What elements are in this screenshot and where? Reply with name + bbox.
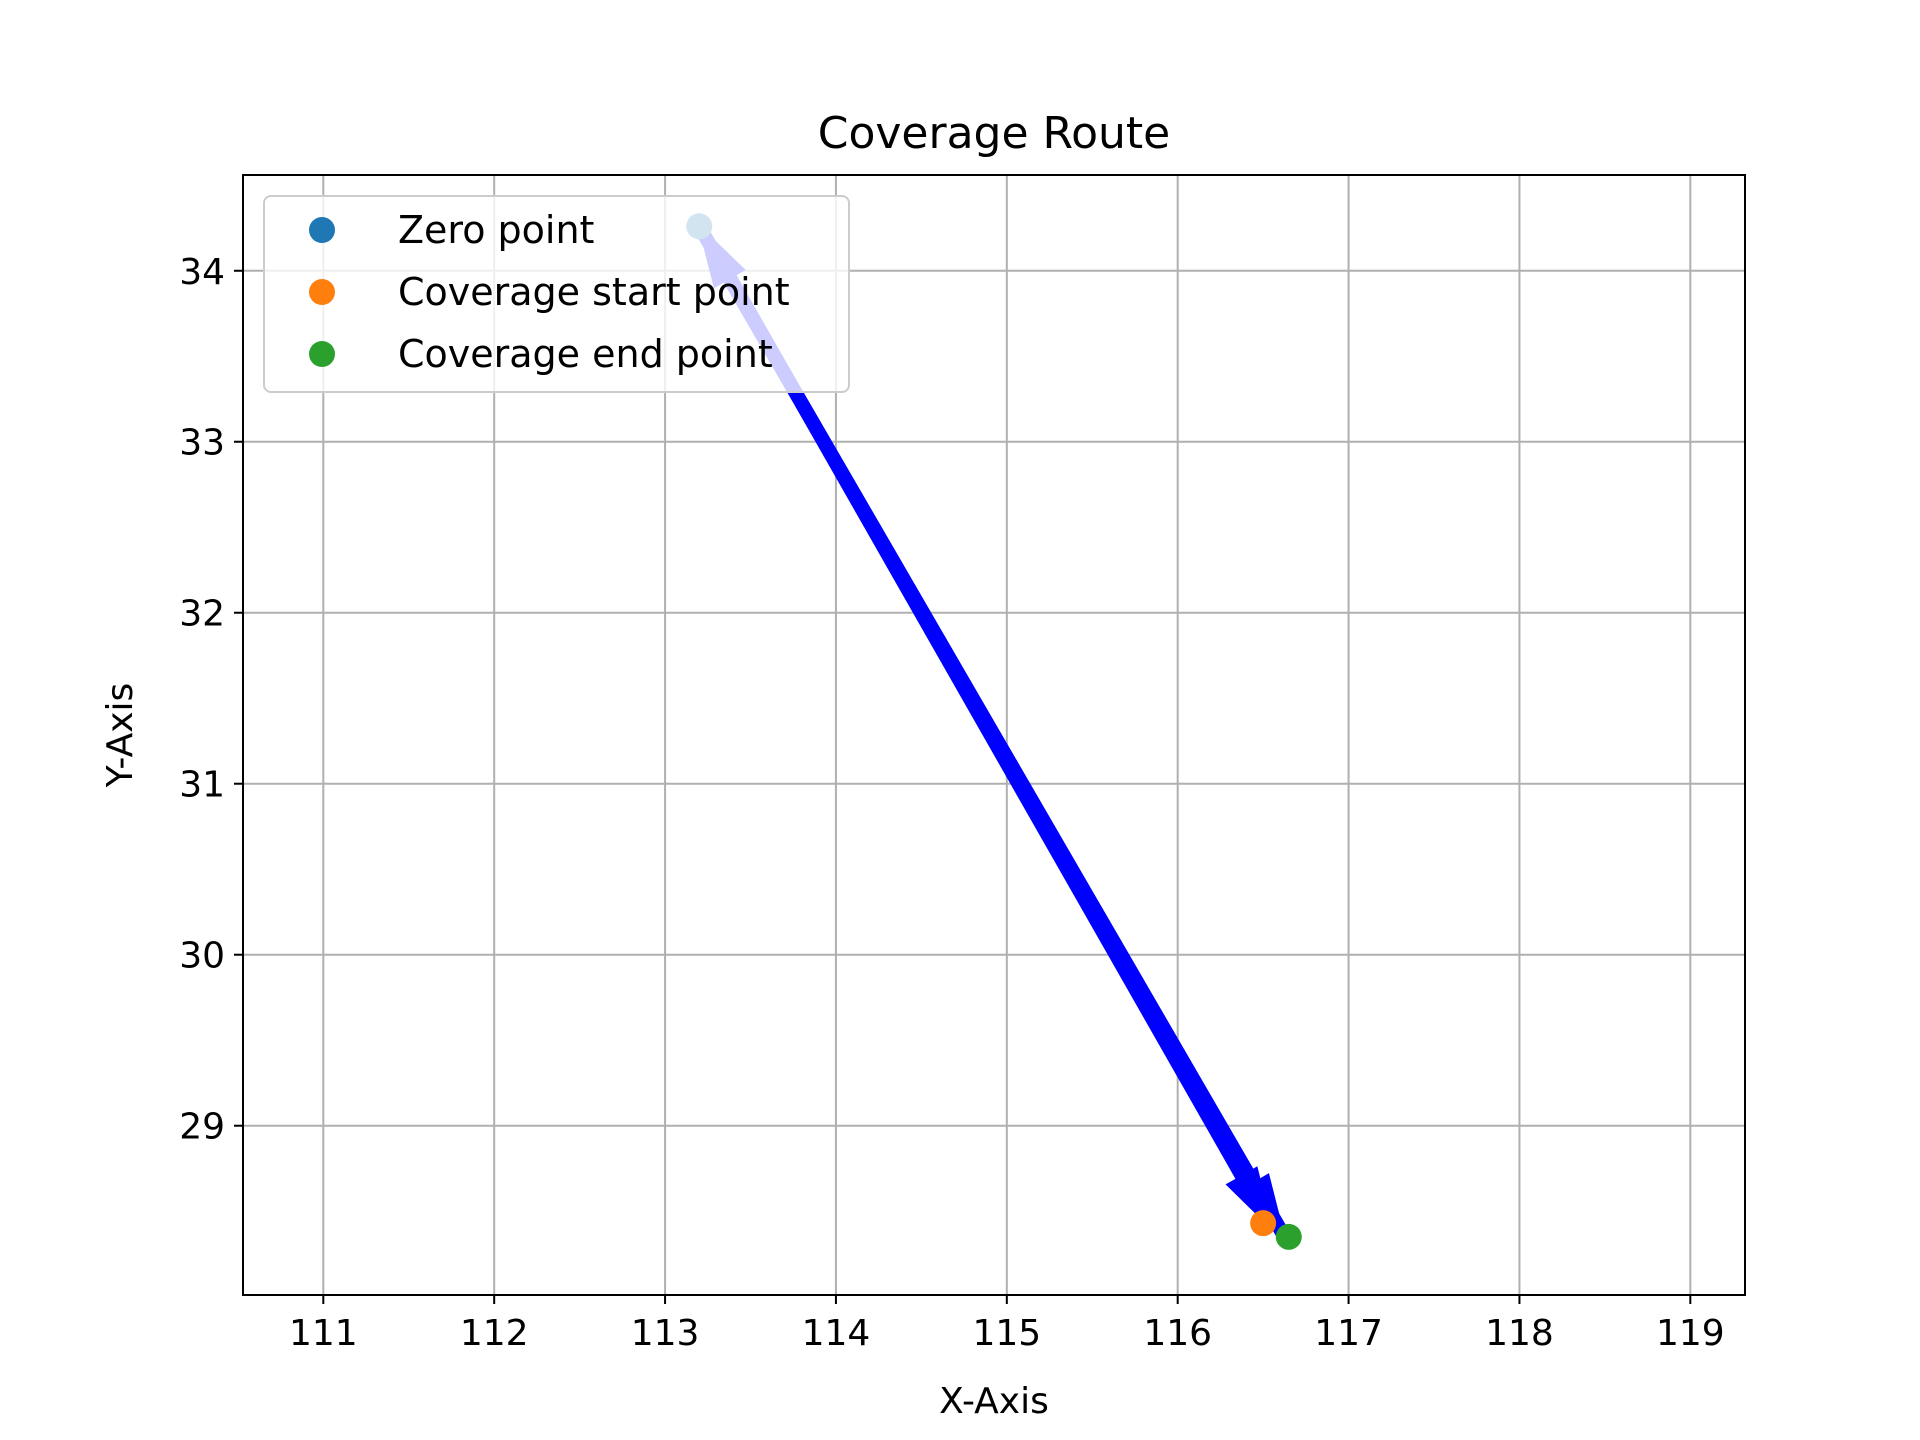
y-tick-label: 32 (179, 594, 225, 635)
legend-box (263, 195, 850, 393)
x-tick-label: 116 (1143, 1313, 1212, 1354)
x-tick-label: 112 (460, 1313, 529, 1354)
x-tick-label: 117 (1314, 1313, 1383, 1354)
legend: Zero point Coverage start point Coverage e… (263, 195, 850, 393)
x-tick-label: 113 (631, 1313, 700, 1354)
plot-frame (242, 174, 1746, 1296)
x-ticks: 111 112 113 114 115 116 117 118 119 (289, 1295, 1725, 1354)
y-axis-label: Y-Axis (100, 683, 141, 789)
legend-label: Coverage end point (398, 332, 773, 376)
data-point (1275, 1223, 1302, 1250)
legend-label: Zero point (398, 208, 594, 252)
legend-marker (309, 217, 335, 243)
legend-label: Coverage start point (398, 270, 790, 314)
x-tick-label: 115 (972, 1313, 1041, 1354)
y-tick-label: 34 (179, 252, 225, 293)
y-ticks: 29 30 31 32 33 34 (179, 252, 243, 1148)
legend-marker (309, 279, 335, 305)
chart-title: Coverage Route (818, 108, 1171, 159)
x-tick-label: 118 (1485, 1313, 1554, 1354)
y-tick-label: 30 (179, 936, 225, 977)
y-tick-label: 29 (179, 1107, 225, 1148)
y-tick-label: 33 (179, 423, 225, 464)
route-arrows (692, 221, 1291, 1240)
data-point (1250, 1210, 1277, 1237)
route-arrow (709, 249, 1274, 1232)
grid (243, 175, 1745, 1295)
x-axis-label: X-Axis (939, 1381, 1049, 1422)
x-tick-label: 111 (289, 1313, 358, 1354)
y-tick-label: 31 (179, 765, 225, 806)
x-tick-label: 114 (802, 1313, 871, 1354)
legend-marker (309, 341, 335, 367)
x-tick-label: 119 (1656, 1313, 1725, 1354)
